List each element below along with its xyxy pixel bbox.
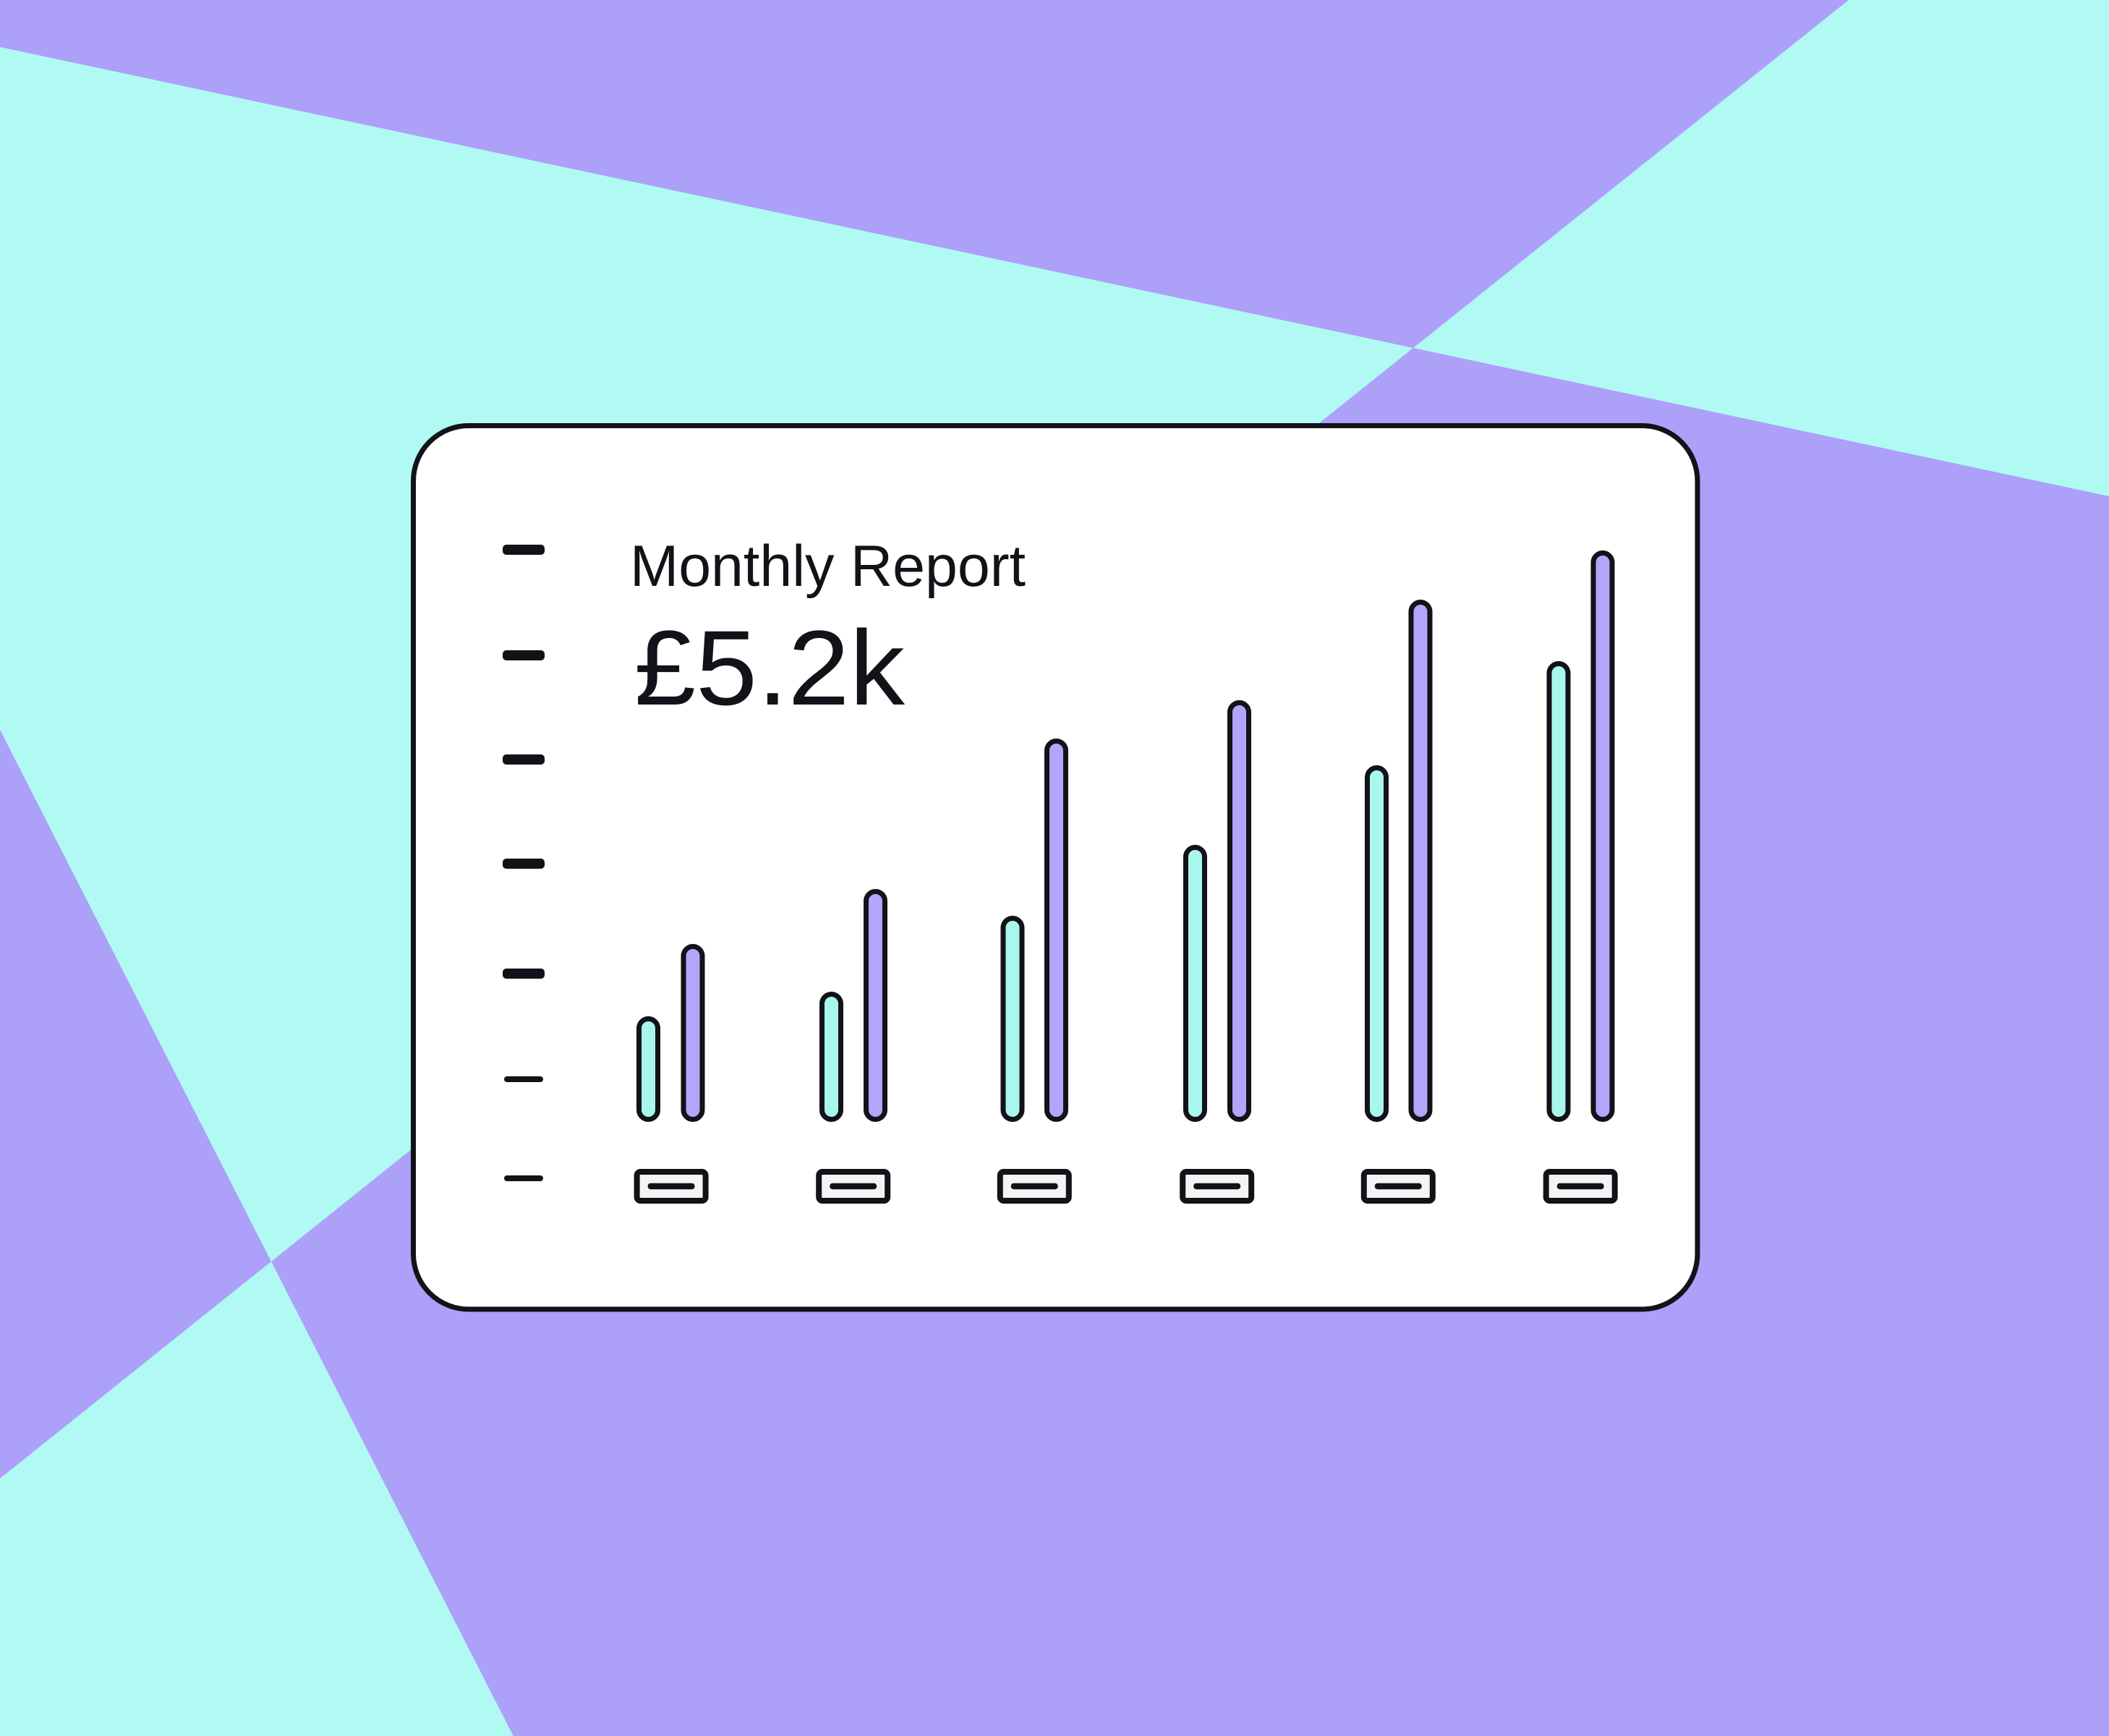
svg-text:£5.2k: £5.2k <box>634 609 906 728</box>
svg-text:Monthly Report: Monthly Report <box>630 534 1026 599</box>
